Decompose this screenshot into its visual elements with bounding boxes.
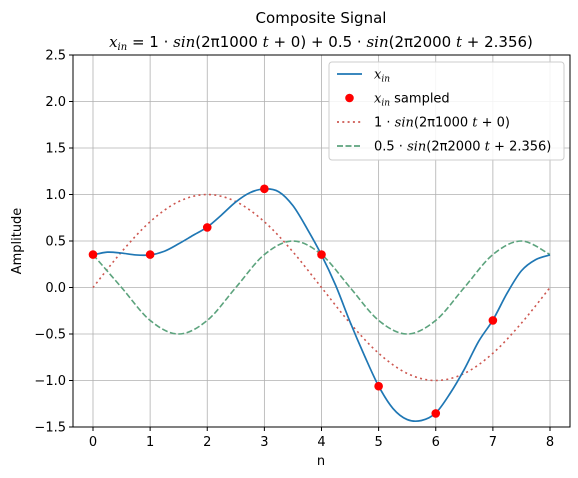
y-tick-label: −0.5 [34, 328, 66, 343]
series-layer [88, 184, 551, 423]
x-tick-label: 4 [317, 435, 325, 450]
y-tick-label: 2.0 [45, 95, 66, 110]
x-tick-label: 0 [89, 435, 97, 450]
legend-box [328, 61, 565, 161]
chart-title: Composite Signal [256, 9, 387, 27]
sampled-point [202, 223, 212, 232]
y-axis-label: Amplitude [10, 208, 25, 275]
sampled-point [317, 250, 326, 259]
y-tick-label: 0.5 [45, 235, 66, 250]
legend-label-3: 0.5 · sin(2π2000 t + 2.356) [374, 140, 551, 155]
legend-label-2: 1 · sin(2π1000 t + 0) [374, 116, 510, 131]
y-axis-ticks: −1.5 −1.0 −0.5 0.0 0.5 1.0 1.5 2.0 2.5 [34, 49, 73, 436]
sampled-point [431, 409, 441, 418]
sampled-point [88, 250, 98, 259]
sampled-point [488, 316, 498, 325]
y-tick-label: 2.5 [45, 49, 66, 64]
x-tick-label: 6 [432, 435, 440, 450]
sampled-point [260, 184, 269, 194]
legend-marker-1 [345, 93, 354, 103]
x-tick-label: 8 [546, 435, 554, 450]
y-tick-label: 1.0 [45, 188, 66, 203]
x-axis-ticks: 0 1 2 3 4 5 6 7 8 [89, 427, 554, 450]
x-tick-label: 7 [489, 435, 497, 450]
chart-subtitle: xin = 1 · sin(2π1000 t + 0) + 0.5 · sin(… [109, 33, 533, 53]
x-tick-label: 1 [146, 435, 154, 450]
series-line-2 [92, 193, 551, 382]
sampled-point [145, 250, 155, 259]
y-tick-label: −1.5 [34, 421, 66, 436]
x-tick-label: 2 [203, 435, 211, 450]
y-tick-label: 1.5 [45, 142, 66, 157]
y-tick-label: −1.0 [34, 374, 66, 389]
y-tick-label: 0.0 [45, 281, 66, 296]
x-tick-label: 5 [374, 435, 382, 450]
sampled-point [374, 381, 383, 391]
x-axis-label: n [317, 454, 325, 469]
legend-label-0: xin [374, 68, 390, 85]
legend: xin xin sampled 1 · sin(2π1000 t + 0) 0.5 ·… [328, 61, 565, 161]
legend-label-1: xin sampled [374, 92, 450, 109]
x-tick-label: 3 [260, 435, 268, 450]
